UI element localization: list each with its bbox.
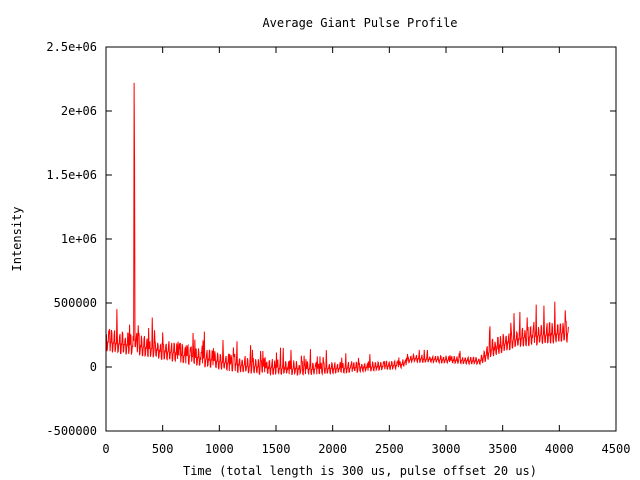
x-tick-label: 2500 (375, 442, 404, 456)
series-layer (105, 82, 569, 377)
x-tick-label: 4500 (602, 442, 631, 456)
y-tick-label: 2e+06 (61, 104, 97, 118)
x-tick-label: 3000 (432, 442, 461, 456)
x-tick-label: 0 (102, 442, 109, 456)
y-axis-label: Intensity (10, 206, 24, 271)
series-line-profile (105, 82, 569, 377)
x-tick-label: 1000 (205, 442, 234, 456)
x-tick-label: 3500 (488, 442, 517, 456)
y-tick-label: 0 (90, 360, 97, 374)
tick-layer: 0 500 1000 1500 2000 2500 3000 3500 4000 4500 -500… (46, 40, 630, 456)
y-tick-label: 2.5e+06 (46, 40, 97, 54)
y-tick-label: 1.5e+06 (46, 168, 97, 182)
x-tick-label: 1500 (262, 442, 291, 456)
x-tick-label: 500 (152, 442, 174, 456)
chart-title: Average Giant Pulse Profile (262, 16, 457, 30)
x-axis-label: Time (total length is 300 us, pulse offs… (183, 464, 537, 478)
y-tick-label: 500000 (54, 296, 97, 310)
x-tick-label: 4000 (545, 442, 574, 456)
x-tick-label: 2000 (318, 442, 347, 456)
y-tick-label: 1e+06 (61, 232, 97, 246)
y-tick-label: -500000 (46, 424, 97, 438)
